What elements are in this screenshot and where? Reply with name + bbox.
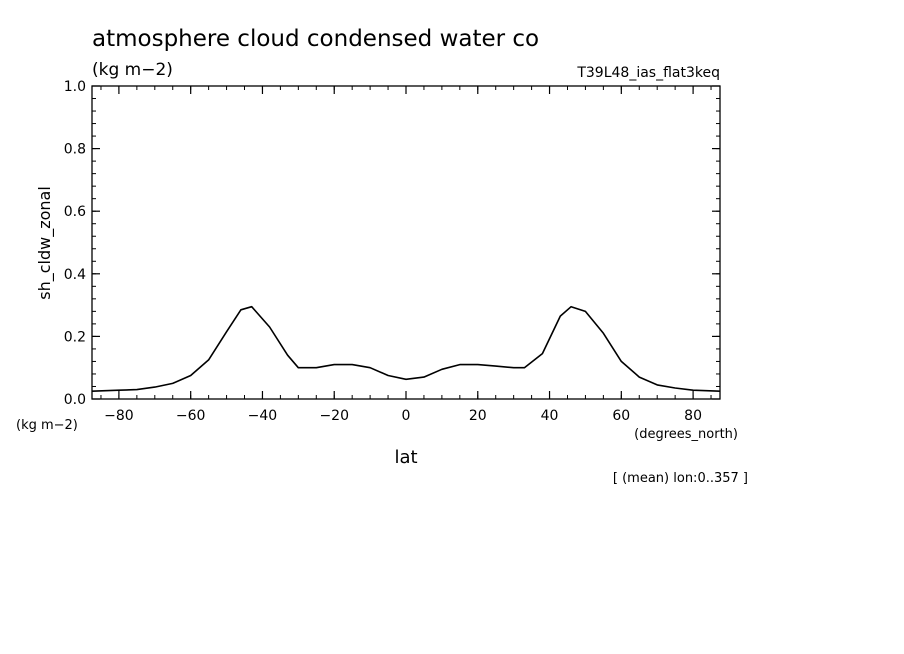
y-axis-label: sh_cldw_zonal (35, 186, 55, 300)
x-tick-label: 60 (612, 408, 630, 424)
footnote: [ (mean) lon:0..357 ] (613, 471, 748, 486)
chart-title: atmosphere cloud condensed water co (92, 26, 539, 52)
x-axis-ticks (100, 86, 712, 399)
series-line (91, 305, 721, 392)
x-unit-label: (degrees_north) (634, 427, 738, 442)
x-axis-tick-labels: −80 −60 −40 −20 0 20 40 60 80 (104, 408, 702, 424)
y-tick-label: 1.0 (64, 79, 86, 95)
x-tick-label: 80 (684, 408, 702, 424)
x-tick-label: 0 (402, 408, 411, 424)
y-tick-label: 0.6 (64, 204, 86, 220)
x-tick-label: 40 (541, 408, 559, 424)
y-axis-tick-labels: 0.0 0.2 0.4 0.6 0.8 1.0 (64, 79, 86, 408)
x-axis-label: lat (394, 447, 417, 468)
chart-units: (kg m−2) (92, 60, 173, 80)
x-tick-label: −20 (319, 408, 349, 424)
y-axis-ticks (92, 85, 720, 400)
y-unit-label: (kg m−2) (16, 418, 78, 433)
x-tick-label: 20 (469, 408, 487, 424)
x-tick-label: −40 (248, 408, 278, 424)
run-label: T39L48_ias_flat3keq (576, 65, 720, 81)
x-tick-label: −80 (104, 408, 134, 424)
y-tick-label: 0.2 (64, 329, 86, 345)
y-tick-label: 0.4 (64, 267, 86, 283)
x-tick-label: −60 (176, 408, 206, 424)
y-tick-label: 0.0 (64, 392, 86, 408)
y-tick-label: 0.8 (64, 142, 86, 158)
